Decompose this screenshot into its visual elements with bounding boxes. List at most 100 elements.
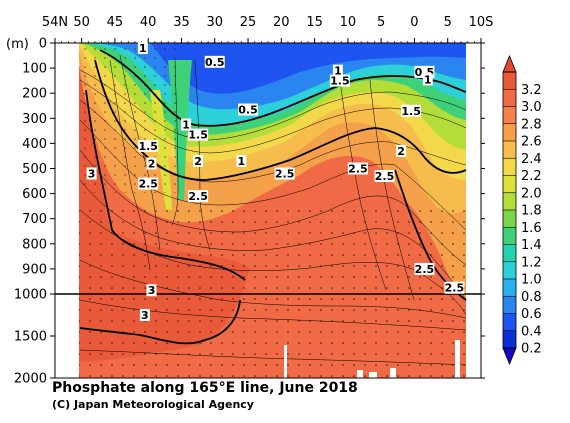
y-tick-label: 800 [22, 237, 47, 252]
contour-label: 1 [182, 119, 190, 132]
contour-label-box [329, 74, 350, 87]
y-unit-label: (m) [6, 37, 29, 52]
colorbar [502, 54, 517, 366]
colorbar-segment [503, 89, 516, 107]
contour-thin-lines [79, 54, 467, 366]
contour-label-box [374, 170, 395, 183]
colorbar-label: 1.6 [521, 221, 542, 236]
contour-label-box [274, 167, 295, 180]
x-tick-label: 5 [444, 15, 452, 30]
colorbar-low-arrow [502, 347, 517, 366]
y-tick-label: 900 [22, 262, 47, 277]
colorbar-label: 1.4 [521, 238, 542, 253]
contour-label: 1.5 [138, 140, 158, 153]
contour-label-box [422, 73, 433, 86]
y-tick-label: 2000 [14, 372, 47, 387]
colorbar-label: 2.6 [521, 135, 542, 150]
contour-label-box [332, 64, 343, 77]
colorbar-label: 0.4 [521, 324, 542, 339]
x-tick-label: 15 [306, 15, 323, 30]
contour-label: 1 [424, 73, 432, 86]
contour-label-box [138, 139, 159, 152]
contour-label: 2.5 [445, 282, 465, 295]
contour-label: 2.5 [415, 263, 435, 276]
contour-3-upper [85, 89, 246, 281]
contour-label: 2 [148, 157, 156, 170]
contour-label: 2.5 [138, 178, 158, 191]
colorbar-segment [503, 123, 516, 141]
colorbar-segment [503, 330, 516, 348]
y-tick-label: 1500 [14, 330, 47, 345]
colorbar-segment [503, 313, 516, 331]
x-tick-label: 45 [107, 15, 124, 30]
contour-label-box [193, 154, 204, 167]
colorbar-segment [503, 244, 516, 262]
colorbar-label: 1.0 [521, 273, 542, 288]
contour-label-box [188, 190, 209, 203]
chart-credit: (C) Japan Meteorological Agency [52, 398, 254, 411]
colorbar-label: 2.0 [521, 186, 542, 201]
contour-label-box [138, 177, 159, 190]
x-tick-label: 20 [273, 15, 290, 30]
contour-label-box [396, 144, 407, 157]
x-tick-label: 40 [140, 15, 157, 30]
colorbar-label: 3.2 [521, 83, 542, 98]
x-axis-tick-labels: 54N 50 45 40 35 30 25 20 15 10 5 0 5 10S [42, 15, 494, 30]
x-axis-ticks [54, 38, 482, 43]
contour-label-box [181, 118, 192, 131]
contour-label: 0.5 [205, 56, 225, 69]
contour-label: 1.5 [188, 129, 208, 142]
contour-label-box [347, 162, 368, 175]
contour-label-box [236, 154, 247, 167]
y-tick-label: 700 [22, 212, 47, 227]
contour-label: 1 [334, 65, 342, 78]
x-tick-label: 54N [42, 15, 68, 30]
contour-label: 2.5 [188, 190, 208, 203]
contour-label: 2.5 [275, 168, 295, 181]
y-axis-tick-labels: 0 100 200 300 400 500 600 700 800 900 1000 1500 2000 [14, 37, 47, 387]
x-tick-label: 50 [73, 15, 90, 30]
contour-label: 2 [194, 155, 202, 168]
contour-label: 2.5 [375, 170, 395, 183]
colorbar-label: 1.2 [521, 255, 542, 270]
contour-label: 3 [141, 309, 149, 322]
contour-label-box [444, 281, 465, 294]
contour-label: 1.5 [330, 75, 350, 88]
y-tick-label: 400 [22, 137, 47, 152]
contour-label-box [188, 128, 209, 141]
colorbar-label: 0.6 [521, 307, 542, 322]
colorbar-segment [503, 106, 516, 124]
contour-label-box [204, 55, 225, 68]
contour-label: 1 [139, 42, 147, 55]
contour-label-box [139, 309, 150, 321]
contour-label-box [86, 167, 97, 180]
contour-label: 3 [88, 168, 96, 181]
x-tick-label: 10 [340, 15, 357, 30]
y-tick-label: 600 [22, 187, 47, 202]
contour-label: 1.5 [401, 105, 421, 118]
colorbar-segment [503, 141, 516, 159]
contour-1 [99, 49, 467, 127]
colorbar-label: 0.2 [521, 342, 542, 357]
y-tick-label: 500 [22, 162, 47, 177]
colorbar-label: 2.8 [521, 117, 542, 132]
x-tick-label: 35 [173, 15, 190, 30]
contour-label: 2 [397, 145, 405, 158]
colorbar-label: 0.8 [521, 290, 542, 305]
contour-label-box [238, 103, 259, 116]
contour-label: 2.5 [348, 163, 368, 176]
y-tick-label: 100 [22, 62, 47, 77]
contour-3-lower [79, 299, 241, 345]
contour-label: 3 [148, 284, 156, 297]
colorbar-high-arrow [502, 54, 517, 73]
x-tick-label: 25 [240, 15, 257, 30]
y-axis-ticks [50, 42, 485, 379]
y-tick-label: 0 [39, 37, 47, 52]
contour-label-box [401, 104, 422, 117]
contour-label-box [146, 157, 157, 170]
colorbar-segment [503, 227, 516, 245]
colorbar-label: 2.4 [521, 152, 542, 167]
x-tick-label: 5 [377, 15, 385, 30]
